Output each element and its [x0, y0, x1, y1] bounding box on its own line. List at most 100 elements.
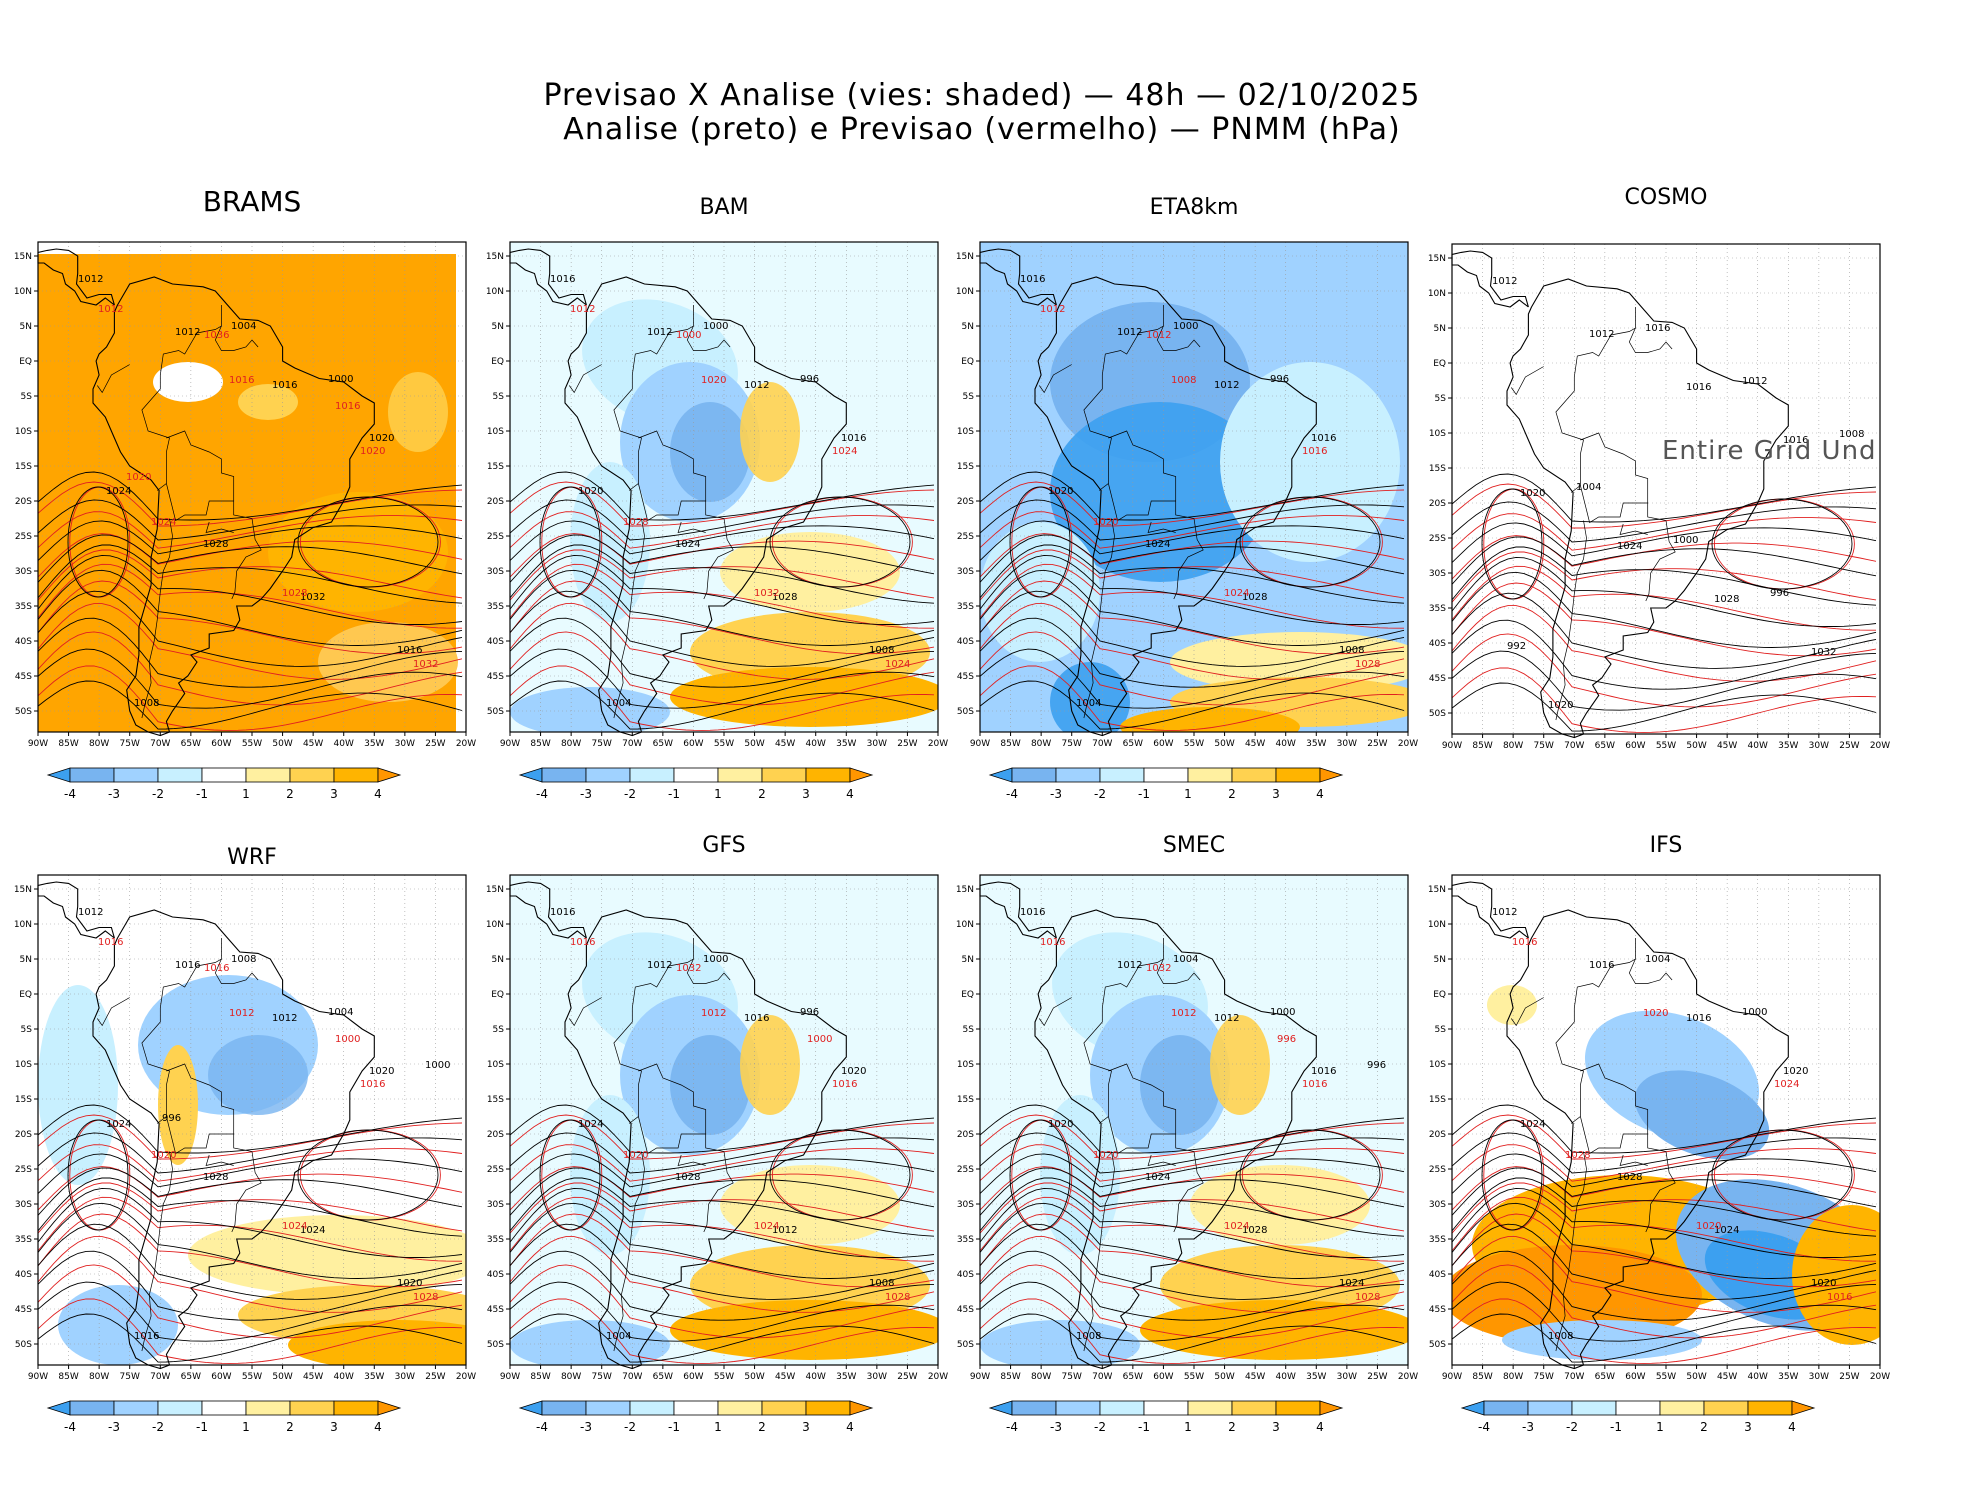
lat-tick-label: 15N [486, 885, 504, 895]
lon-tick-label: 50W [744, 739, 764, 749]
lon-tick-label: 30W [1809, 741, 1829, 751]
map-grid [38, 242, 466, 732]
forecast-label: 1016 [1302, 1079, 1327, 1090]
lon-tick-label: 85W [1000, 1372, 1020, 1382]
axis-labels: 15N 10N 5N EQ 5S 10S 15S 20S 25S 30S 35S 40S 45S 50S 9… [14, 885, 476, 1382]
lon-tick-label: 35W [1778, 1372, 1798, 1382]
lat-tick-label: 20S [487, 1130, 504, 1140]
forecast-label: 1024 [151, 517, 176, 528]
analysis-label: 1016 [134, 1331, 159, 1342]
lat-tick-label: EQ [491, 990, 504, 1000]
lat-tick-label: 5N [962, 322, 974, 332]
lat-tick-label: 25S [15, 1165, 32, 1175]
analysis-label: 1008 [1548, 1331, 1573, 1342]
lon-tick-label: 90W [28, 1372, 48, 1382]
lat-tick-label: 20S [957, 1130, 974, 1140]
analysis-label: 1024 [578, 1119, 603, 1130]
lon-tick-label: 35W [1778, 741, 1798, 751]
colorbar-label: 2 [286, 1420, 294, 1434]
lon-tick-label: 60W [1153, 1372, 1173, 1382]
forecast-label: 1020 [1093, 517, 1118, 528]
lon-tick-label: 20W [456, 1372, 476, 1382]
forecast-label: 1020 [1643, 1008, 1668, 1019]
lon-tick-label: 80W [89, 739, 109, 749]
colorbar-label: 1 [1184, 1420, 1192, 1434]
analysis-label: 996 [800, 374, 819, 385]
lon-tick-label: 90W [1442, 1372, 1462, 1382]
analysis-label: 1028 [1617, 1172, 1642, 1183]
lat-tick-label: 20S [487, 497, 504, 507]
lat-tick-label: 15S [957, 462, 974, 472]
analysis-label: 1008 [869, 1278, 894, 1289]
lon-tick-label: 50W [1214, 1372, 1234, 1382]
lon-tick-label: 45W [1245, 739, 1265, 749]
lat-tick-label: 50S [487, 707, 504, 717]
map-bam: 1016 1012 1012 1016 1020 1024 1028 1008 1004 1000… [486, 241, 948, 801]
lat-tick-label: 25S [957, 532, 974, 542]
analysis-label: 1000 [1173, 321, 1198, 332]
lon-tick-label: 85W [1472, 1372, 1492, 1382]
colorbar-label: -2 [152, 1420, 164, 1434]
lat-tick-label: 20S [1429, 1130, 1446, 1140]
colorbar-label: -2 [1094, 787, 1106, 801]
analysis-contour-labels: 1016 1012 1012 1016 1020 1024 1028 1008 1004 1000… [550, 274, 894, 709]
colorbar-label: 4 [1788, 1420, 1796, 1434]
lat-tick-label: 30S [15, 567, 32, 577]
analysis-label: 1016 [1645, 323, 1670, 334]
lat-tick-label: 40S [487, 637, 504, 647]
analysis-label: 1028 [772, 592, 797, 603]
country-borders [97, 305, 262, 719]
lat-tick-label: 50S [15, 707, 32, 717]
analysis-label: 1016 [397, 645, 422, 656]
lon-tick-label: 50W [1686, 741, 1706, 751]
lon-tick-label: 65W [181, 739, 201, 749]
colorbar-label: -3 [108, 787, 120, 801]
lon-tick-label: 25W [1367, 1372, 1387, 1382]
lat-tick-label: 10N [14, 920, 32, 930]
lon-tick-label: 50W [744, 1372, 764, 1382]
lat-tick-label: 35S [1429, 1235, 1446, 1245]
axis-labels: 15N 10N 5N EQ 5S 10S 15S 20S 25S 30S 35S 40S 45S 50S 9… [486, 252, 948, 749]
lon-tick-label: 40W [334, 1372, 354, 1382]
undefined-grid-note: Entire Grid Und [1662, 436, 1877, 466]
colorbar-label: 2 [758, 787, 766, 801]
lat-tick-label: 45S [957, 1305, 974, 1315]
lon-tick-label: 30W [395, 739, 415, 749]
lon-tick-label: 25W [425, 739, 445, 749]
analysis-label: 1016 [1020, 907, 1045, 918]
lat-tick-label: 35S [15, 602, 32, 612]
lat-tick-label: 30S [957, 567, 974, 577]
analysis-label: 1000 [703, 954, 728, 965]
panel-title-smec: SMEC [1162, 833, 1226, 858]
lon-tick-label: 45W [1245, 1372, 1265, 1382]
lon-tick-label: 55W [1656, 741, 1676, 751]
axis-labels: 15N 10N 5N EQ 5S 10S 15S 20S 25S 30S 35S 40S 45S 50S 9… [1428, 254, 1890, 751]
forecast-label: 996 [1277, 1034, 1296, 1045]
analysis-label: 1012 [772, 1225, 797, 1236]
analysis-label: 1028 [203, 539, 228, 550]
lon-tick-label: 80W [1503, 1372, 1523, 1382]
lon-tick-label: 85W [530, 739, 550, 749]
analysis-label: 1000 [703, 321, 728, 332]
analysis-label: 1004 [606, 1331, 631, 1342]
lat-tick-label: 35S [1429, 604, 1446, 614]
lat-tick-label: 20S [15, 497, 32, 507]
colorbar-label: 3 [330, 1420, 338, 1434]
forecast-label: 1016 [1302, 446, 1327, 457]
lat-tick-label: 10S [1429, 429, 1446, 439]
lat-tick-label: 45S [1429, 1305, 1446, 1315]
lat-tick-label: 10S [487, 427, 504, 437]
forecast-label: 1020 [701, 375, 726, 386]
forecast-label: 1012 [701, 1008, 726, 1019]
analysis-label: 1016 [1589, 960, 1614, 971]
colorbar-label: 3 [1272, 1420, 1280, 1434]
forecast-label: 1016 [832, 1079, 857, 1090]
forecast-label: 1016 [98, 937, 123, 948]
analysis-label: 1012 [744, 380, 769, 391]
forecast-label: 1032 [413, 659, 438, 670]
lat-tick-label: 10N [486, 920, 504, 930]
lon-tick-label: 75W [1062, 1372, 1082, 1382]
analysis-label: 1016 [1686, 1013, 1711, 1024]
